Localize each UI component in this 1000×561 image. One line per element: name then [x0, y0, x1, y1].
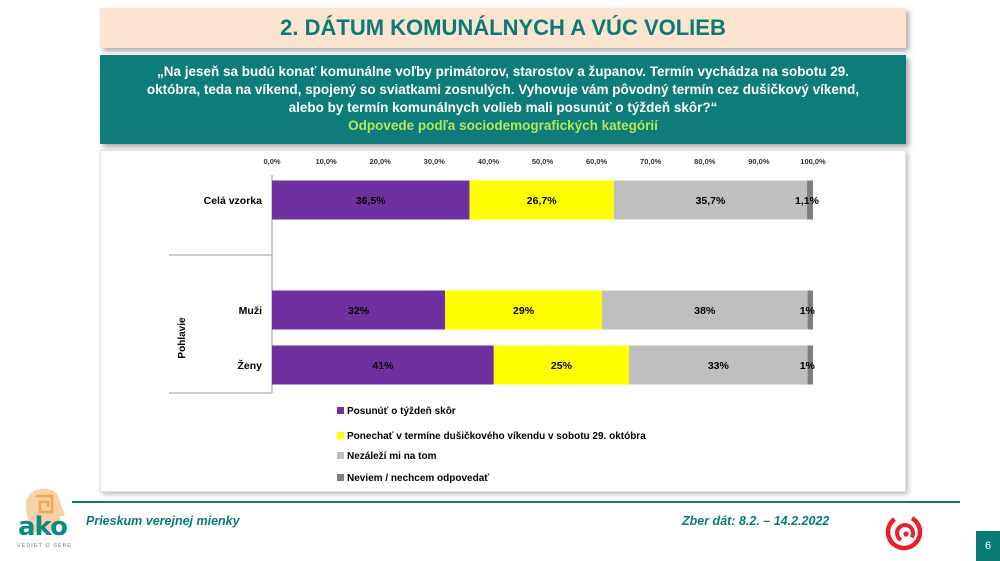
bar-segment [469, 180, 614, 220]
page-title: 2. DÁTUM KOMUNÁLNYCH A VÚC VOLIEB [100, 8, 906, 48]
question-line-1: „Na jeseň sa budú konať komunálne voľby … [156, 64, 850, 79]
footer-survey-label: Prieskum verejnej mienky [86, 514, 240, 528]
x-tick-label: 10,0% [315, 157, 337, 166]
x-tick-label: 100,0% [800, 157, 826, 166]
legend-swatch [337, 407, 344, 414]
x-tick-label: 20,0% [370, 157, 392, 166]
bar-segment [272, 180, 470, 220]
data-label: 1% [800, 305, 816, 317]
x-tick-label: 40,0% [478, 157, 500, 166]
ako-logo-text: ako [18, 512, 68, 542]
question-box: „Na jeseň sa budú konať komunálne voľby … [100, 55, 906, 144]
x-tick-label: 70,0% [640, 157, 662, 166]
bar-segment [493, 345, 630, 385]
question-line-2: októbra, teda na víkend, spojený so svia… [146, 82, 860, 97]
x-tick-label: 80,0% [694, 157, 716, 166]
data-label: 25% [551, 360, 573, 372]
question-line-3: alebo by termín komunálnych volieb mali … [288, 100, 718, 115]
data-label: 35,7% [696, 195, 726, 207]
data-label: 41% [372, 360, 394, 372]
category-label: Celá vzorka [204, 195, 263, 207]
swirl-logo-icon [885, 513, 923, 551]
bar-segment [445, 290, 603, 330]
data-label: 33% [708, 360, 730, 372]
legend-swatch [337, 452, 344, 459]
page-number: 6 [976, 531, 1000, 561]
bar-segment [807, 180, 813, 220]
data-label: 38% [694, 305, 716, 317]
x-tick-label: 30,0% [424, 157, 446, 166]
data-label: 32% [348, 305, 370, 317]
data-label: 36,5% [356, 195, 386, 207]
legend-label: Ponechať v termíne dušičkového víkendu v… [347, 431, 646, 442]
ako-logo-tagline: VEDIEŤ O SEBE [17, 543, 72, 549]
question-subtitle: Odpovede podľa sociodemografických kateg… [348, 118, 658, 133]
group-label: Pohlavie [177, 317, 188, 359]
legend-label: Posunúť o týždeň skôr [347, 406, 456, 417]
bar-segment [272, 290, 446, 330]
bar-segment [613, 180, 808, 220]
category-label: Muži [239, 305, 262, 317]
data-label: 1,1% [795, 195, 820, 207]
x-tick-label: 60,0% [586, 157, 608, 166]
legend-swatch [337, 432, 344, 439]
data-label: 1% [800, 360, 816, 372]
bar-segment [272, 345, 494, 385]
x-tick-label: 50,0% [532, 157, 554, 166]
ako-logo-icon [25, 488, 65, 532]
footer-date-label: Zber dát: 8.2. – 14.2.2022 [682, 514, 830, 528]
stacked-bar-chart: 0,0% 10,0% 20,0% 30,0% 40,0% 50,0% 60,0% 70,0% 8… [169, 157, 826, 484]
bar-segment [807, 290, 813, 330]
legend-swatch [337, 474, 344, 481]
legend-label: Nezáleží mi na tom [347, 451, 437, 462]
bar-segment [629, 345, 808, 385]
footer-divider [72, 501, 960, 503]
bar-segment [807, 345, 813, 385]
data-label: 29% [513, 305, 535, 317]
x-tick-label: 0,0% [263, 157, 280, 166]
chart-panel: 0,0% 10,0% 20,0% 30,0% 40,0% 50,0% 60,0% 70,0% 8… [100, 150, 906, 492]
bar-segment [602, 290, 808, 330]
category-label: Ženy [237, 359, 262, 372]
legend-label: Neviem / nechcem odpovedať [347, 473, 489, 484]
data-label: 26,7% [527, 195, 557, 207]
x-tick-label: 90,0% [748, 157, 770, 166]
